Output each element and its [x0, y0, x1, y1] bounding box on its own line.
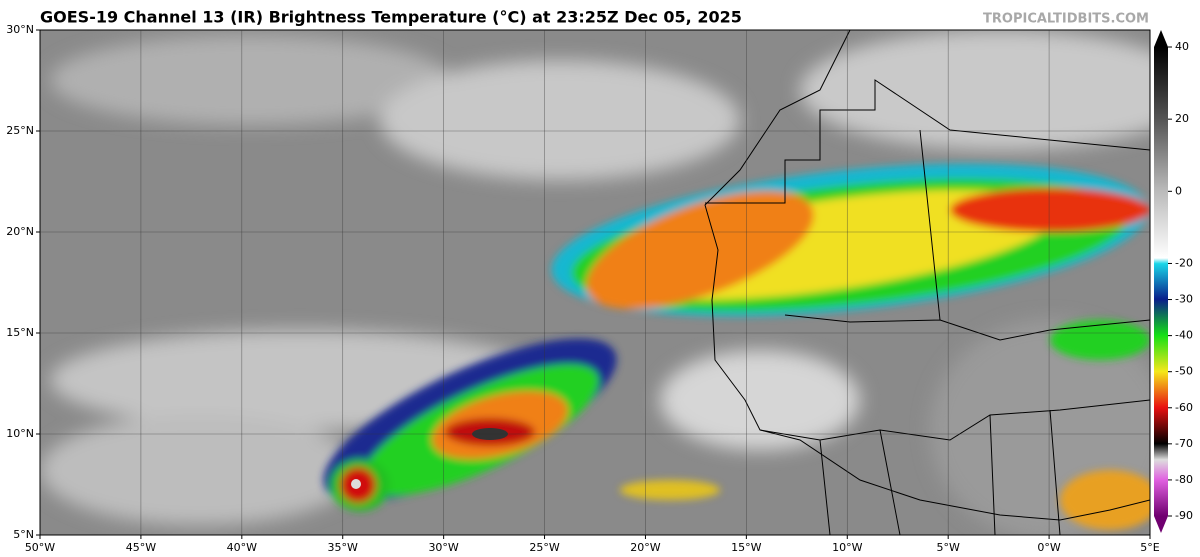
- title: GOES-19 Channel 13 (IR) Brightness Tempe…: [40, 8, 742, 27]
- colorbar: [1154, 47, 1168, 516]
- colorbar-tick-label: -50: [1175, 365, 1193, 378]
- lon-label: 5°E: [1140, 541, 1159, 554]
- map-frame: [39, 29, 1151, 536]
- lon-label: 20°W: [630, 541, 660, 554]
- lon-label: 35°W: [328, 541, 358, 554]
- lat-label: 5°N: [13, 528, 34, 541]
- colorbar-arrow-top: [1154, 30, 1168, 47]
- colorbar-tick-label: -40: [1175, 329, 1193, 342]
- lon-label: 50°W: [25, 541, 55, 554]
- lon-label: 40°W: [227, 541, 257, 554]
- lon-label: 0°W: [1037, 541, 1060, 554]
- lat-label: 15°N: [6, 326, 34, 339]
- satellite-imagery: [40, 30, 1150, 535]
- lon-label: 25°W: [529, 541, 559, 554]
- lon-label: 15°W: [731, 541, 761, 554]
- lon-label: 5°W: [936, 541, 959, 554]
- colorbar-tick-label: -30: [1175, 293, 1193, 306]
- colorbar-tick-label: 0: [1175, 184, 1182, 197]
- lon-label: 45°W: [126, 541, 156, 554]
- colorbar-tick-label: -70: [1175, 437, 1193, 450]
- colorbar-tick-label: 40: [1175, 40, 1189, 53]
- colorbar-arrow-bottom: [1154, 516, 1168, 533]
- lat-label: 30°N: [6, 23, 34, 36]
- lat-label: 20°N: [6, 225, 34, 238]
- colorbar-tick-label: -90: [1175, 509, 1193, 522]
- colorbar-tick-label: -60: [1175, 401, 1193, 414]
- lat-label: 10°N: [6, 427, 34, 440]
- source-watermark: TROPICALTIDBITS.COM: [983, 12, 1149, 27]
- lon-label: 10°W: [832, 541, 862, 554]
- colorbar-tick-label: -20: [1175, 256, 1193, 269]
- colorbar-tick-label: -80: [1175, 473, 1193, 486]
- colorbar-tick-label: 20: [1175, 112, 1189, 125]
- lon-label: 30°W: [428, 541, 458, 554]
- lat-label: 25°N: [6, 124, 34, 137]
